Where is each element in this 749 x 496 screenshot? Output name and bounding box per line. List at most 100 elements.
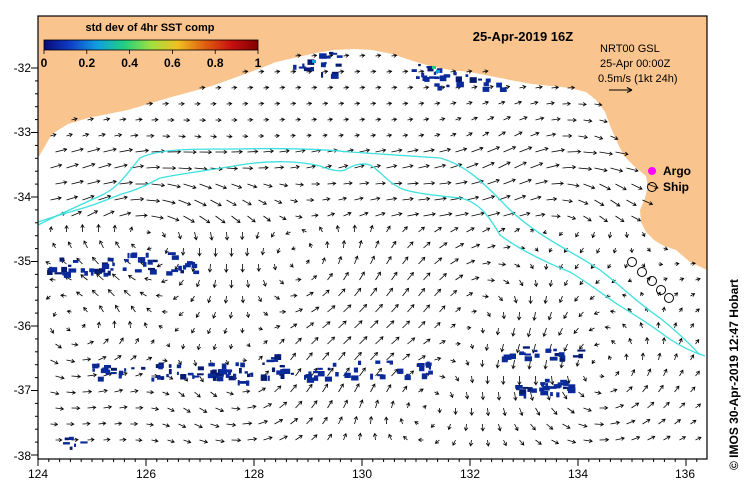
sst-patch <box>62 269 65 276</box>
sst-patch <box>226 369 233 373</box>
current-arrow <box>354 351 362 361</box>
current-arrow <box>55 343 62 349</box>
sst-patch <box>216 376 224 382</box>
current-arrow <box>71 405 81 411</box>
current-arrow <box>131 243 136 249</box>
current-arrow <box>390 400 395 409</box>
current-arrow <box>199 117 207 123</box>
current-arrow <box>466 325 472 331</box>
current-arrow <box>503 116 512 121</box>
current-arrow <box>480 391 485 401</box>
current-arrow <box>301 229 307 233</box>
current-arrow <box>527 359 532 370</box>
current-arrow <box>295 400 303 409</box>
sst-patch <box>98 268 106 273</box>
sst-patch <box>313 370 319 374</box>
sst-patch <box>319 53 327 59</box>
current-arrow <box>519 146 533 153</box>
sst-patch <box>197 366 204 371</box>
current-arrow <box>485 376 490 385</box>
current-arrow <box>306 322 315 329</box>
current-arrow <box>386 164 398 169</box>
current-arrow <box>60 293 67 298</box>
sst-patch <box>533 349 538 353</box>
current-arrow <box>575 359 580 367</box>
current-arrow <box>386 196 398 201</box>
sst-patch <box>411 69 417 72</box>
sst-patch <box>516 386 520 391</box>
current-arrow <box>305 259 310 265</box>
current-arrow <box>274 69 281 74</box>
current-arrow <box>359 271 365 281</box>
current-arrow <box>452 439 457 446</box>
current-arrow <box>215 439 225 444</box>
current-arrow <box>319 226 323 233</box>
current-arrow <box>245 311 251 319</box>
current-arrow <box>535 439 542 445</box>
current-arrow <box>166 343 170 348</box>
current-arrow <box>231 117 238 123</box>
current-arrow <box>418 226 425 233</box>
current-arrow <box>290 384 297 393</box>
current-arrow <box>498 161 511 169</box>
current-arrow <box>583 150 598 155</box>
current-arrow <box>663 368 668 377</box>
current-arrow <box>594 135 604 140</box>
current-arrow <box>229 248 234 257</box>
sst-patch <box>331 71 339 75</box>
current-arrow <box>151 215 164 220</box>
current-arrow <box>519 178 532 185</box>
current-arrow <box>290 293 298 298</box>
current-arrow <box>695 370 700 377</box>
sst-patch <box>527 387 533 392</box>
current-arrow <box>242 101 249 106</box>
current-arrow <box>551 439 560 445</box>
current-arrow <box>178 134 186 139</box>
current-arrow <box>656 321 661 329</box>
current-arrow <box>82 162 96 169</box>
current-arrow <box>322 383 329 393</box>
current-arrow <box>224 263 229 273</box>
sst-patch <box>554 353 563 357</box>
current-arrow <box>559 295 563 304</box>
current-arrow <box>593 342 600 347</box>
sst-patch <box>375 360 381 364</box>
current-arrow <box>624 353 629 361</box>
sst-patch <box>523 393 527 399</box>
current-arrow <box>99 305 104 313</box>
current-arrow <box>155 293 163 298</box>
current-arrow <box>98 194 112 201</box>
lat-tick-label: -33 <box>14 125 32 139</box>
current-arrow <box>52 311 57 318</box>
current-arrow <box>322 352 330 361</box>
current-arrow <box>386 255 392 265</box>
current-arrow <box>114 388 124 393</box>
current-arrow <box>535 116 545 121</box>
current-arrow <box>370 69 377 74</box>
sst-patch <box>519 352 526 356</box>
current-arrow <box>622 323 627 329</box>
current-arrow <box>631 215 642 222</box>
sst-patch <box>107 257 114 262</box>
current-arrow <box>327 272 333 281</box>
current-arrow <box>498 100 506 105</box>
current-arrow <box>71 117 78 122</box>
current-arrow <box>615 183 627 191</box>
current-arrow <box>402 226 408 233</box>
sst-patch <box>379 374 386 380</box>
sst-patch <box>63 442 70 445</box>
current-arrow <box>130 389 139 394</box>
current-arrow <box>112 320 117 329</box>
sst-patch <box>358 360 362 365</box>
current-arrow <box>547 311 552 321</box>
sst-patch <box>221 363 227 370</box>
sst-patch <box>482 86 490 92</box>
current-arrow <box>151 438 159 443</box>
sst-patch <box>72 260 79 263</box>
current-arrow <box>359 148 371 153</box>
sst-patch <box>168 364 172 368</box>
current-arrow <box>679 277 685 282</box>
sst-patch <box>192 375 195 379</box>
current-arrow <box>82 132 90 137</box>
current-arrow <box>114 163 128 169</box>
